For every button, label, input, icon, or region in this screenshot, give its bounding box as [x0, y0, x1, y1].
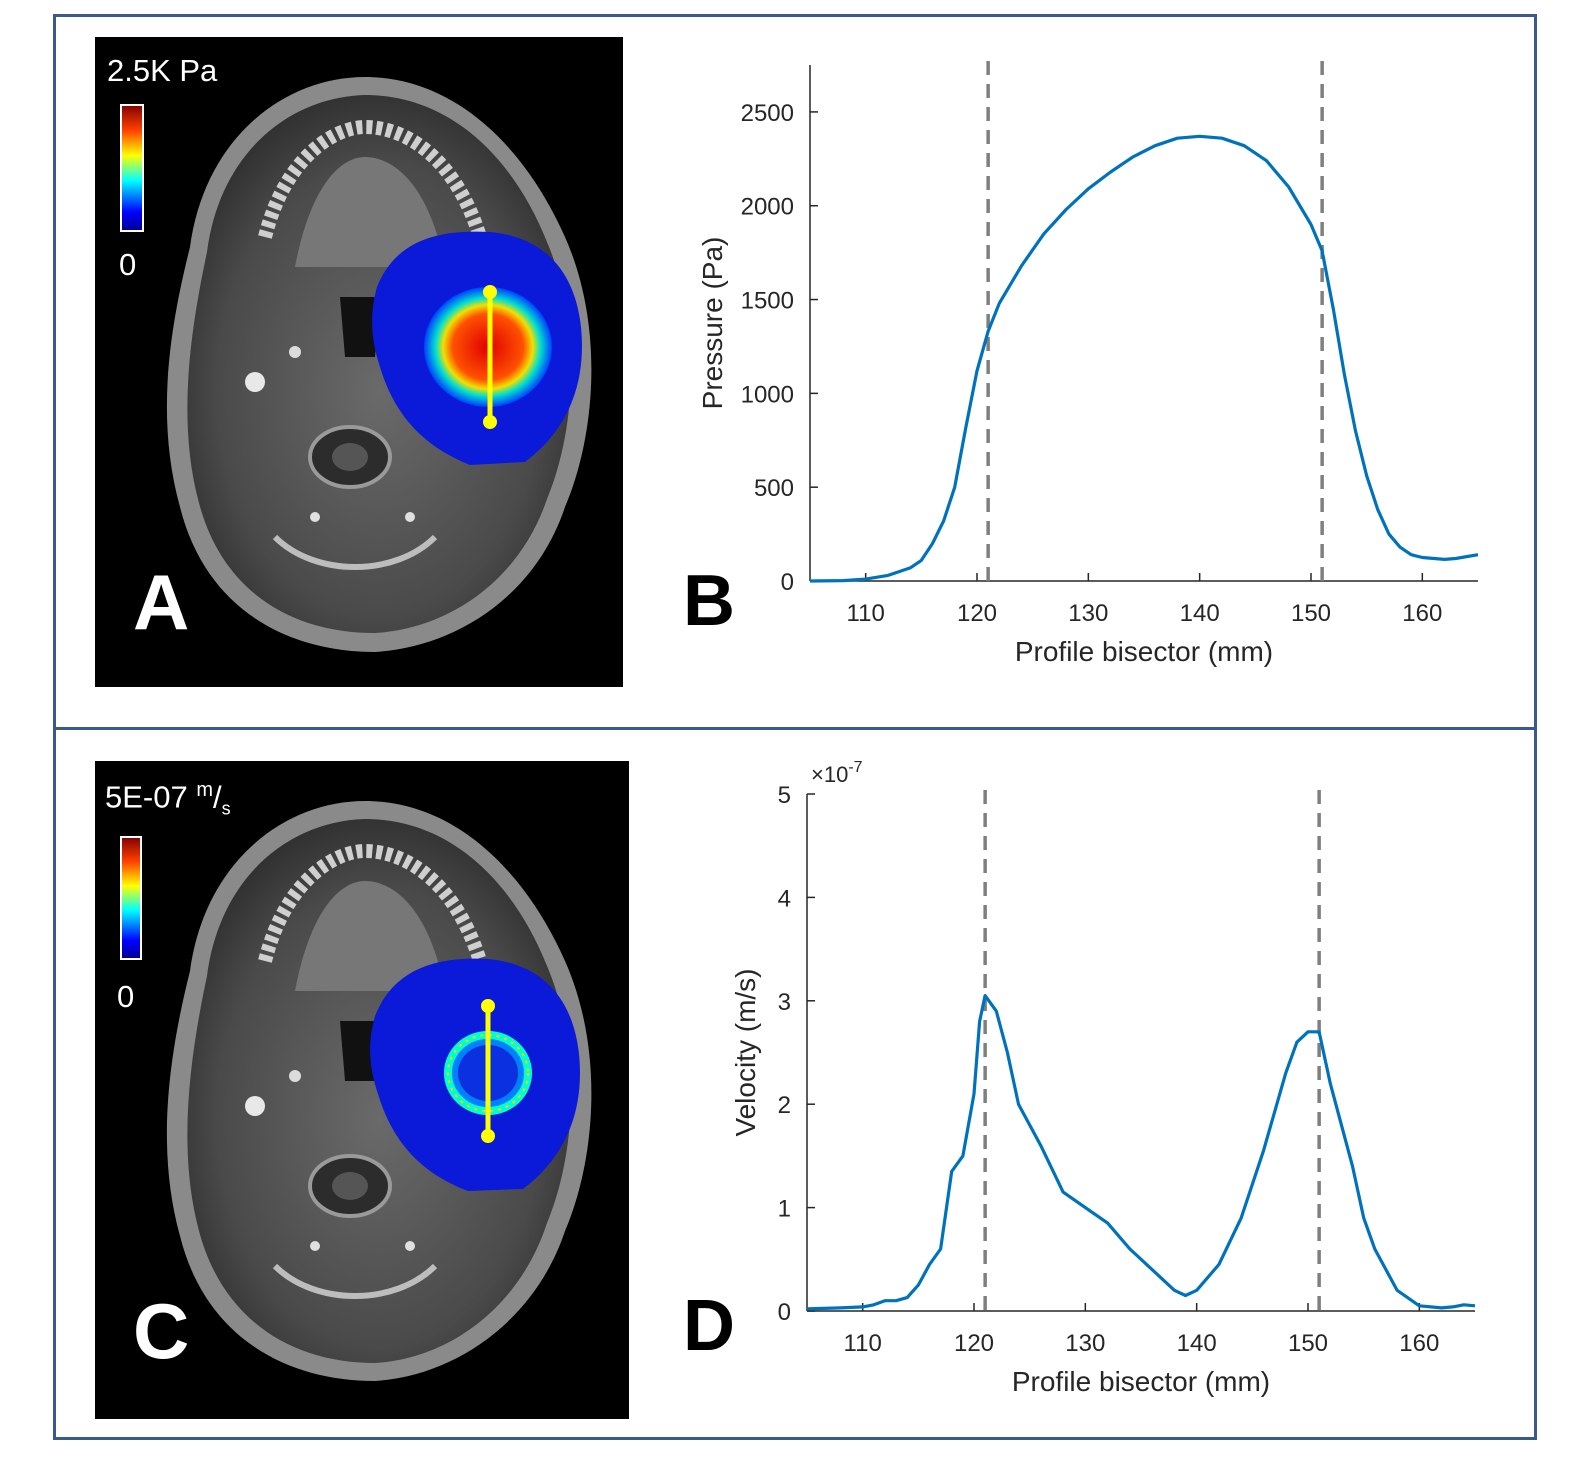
- mri-image-a: 2.5K Pa 0 A: [95, 37, 623, 687]
- x-tick-label-d: 160: [1399, 1330, 1439, 1357]
- y-tick-label-b: 1000: [741, 381, 794, 408]
- colorbar-unit-den-c: s: [221, 798, 231, 819]
- x-tick-label-d: 140: [1177, 1330, 1217, 1357]
- y-tick-label-b: 1500: [741, 288, 794, 315]
- x-tick-label-d: 130: [1065, 1330, 1105, 1357]
- y-axis-label-b: Pressure (Pa): [697, 237, 728, 410]
- y-tick-label-d: 1: [778, 1196, 791, 1223]
- mri-image-c: 5E-07 m/s 0 C: [95, 761, 629, 1419]
- y-tick-label-d: 0: [778, 1299, 791, 1326]
- exponent-power-d: -7: [848, 759, 862, 776]
- y-tick-label-d: 5: [778, 782, 791, 809]
- x-tick-label-b: 140: [1180, 600, 1220, 627]
- y-tick-label-b: 2000: [741, 194, 794, 221]
- x-tick-label-b: 110: [847, 600, 885, 627]
- mri-slice-c: [120, 801, 592, 1381]
- profile-endpoint-bottom-a[interactable]: [483, 415, 497, 429]
- colorbar-c: [120, 836, 142, 960]
- y-tick-label-b: 0: [781, 569, 794, 596]
- colorbar-max-label-c: 5E-07 m/s: [105, 779, 231, 820]
- panel-label-d: D: [683, 1286, 735, 1366]
- x-tick-label-d: 150: [1288, 1330, 1328, 1357]
- figure-divider: [53, 727, 1537, 730]
- profile-series-d: [806, 994, 1476, 1311]
- profile-endpoint-bottom-c[interactable]: [481, 1129, 495, 1143]
- profile-series-b: [809, 134, 1479, 583]
- x-tick-label-b: 160: [1402, 600, 1442, 627]
- y-tick-label-d: 3: [778, 989, 791, 1016]
- x-axis-label-d: Profile bisector (mm): [1012, 1366, 1270, 1397]
- x-tick-label-d: 120: [954, 1330, 994, 1357]
- profile-endpoint-top-c[interactable]: [481, 999, 495, 1013]
- y-axis-label-d: Velocity (m/s): [730, 968, 761, 1136]
- panel-label-a: A: [133, 558, 190, 646]
- profile-endpoint-top-a[interactable]: [483, 285, 497, 299]
- colorbar-a: [120, 104, 144, 232]
- mri-slice-a: [120, 77, 592, 652]
- vessel-left-a: [245, 372, 265, 392]
- colorbar-unit-slash-c: /: [213, 779, 222, 815]
- x-tick-label-b: 120: [957, 600, 997, 627]
- colorbar-max-value-c: 5E-07: [105, 779, 188, 815]
- x-axis-label-b: Profile bisector (mm): [1015, 636, 1273, 667]
- colorbar-unit-num-c: m: [196, 779, 214, 801]
- chart-b: 110 120 130 140 150 160 0 500 1000 1500 2000 2500 Pr…: [697, 61, 1479, 667]
- colorbar-max-label-a: 2.5K Pa: [107, 53, 218, 88]
- x-tick-label-b: 150: [1291, 600, 1331, 627]
- y-tick-label-b: 2500: [741, 100, 794, 127]
- panel-label-c: C: [133, 1287, 190, 1375]
- y-tick-label-b: 500: [754, 475, 794, 502]
- y-tick-label-d: 2: [778, 1092, 791, 1119]
- x-tick-label-b: 130: [1068, 600, 1108, 627]
- y-tick-label-d: 4: [778, 885, 791, 912]
- x-tick-label-d: 110: [844, 1330, 882, 1357]
- colorbar-min-label-a: 0: [119, 247, 137, 282]
- chart-d: 110 120 130 140 150 160 0 1 2 3 4 5 ×10-7 Profile bis…: [730, 759, 1476, 1397]
- colorbar-min-label-c: 0: [117, 979, 135, 1014]
- panel-label-b: B: [683, 561, 735, 641]
- exponent-label-d: ×10-7: [811, 759, 863, 787]
